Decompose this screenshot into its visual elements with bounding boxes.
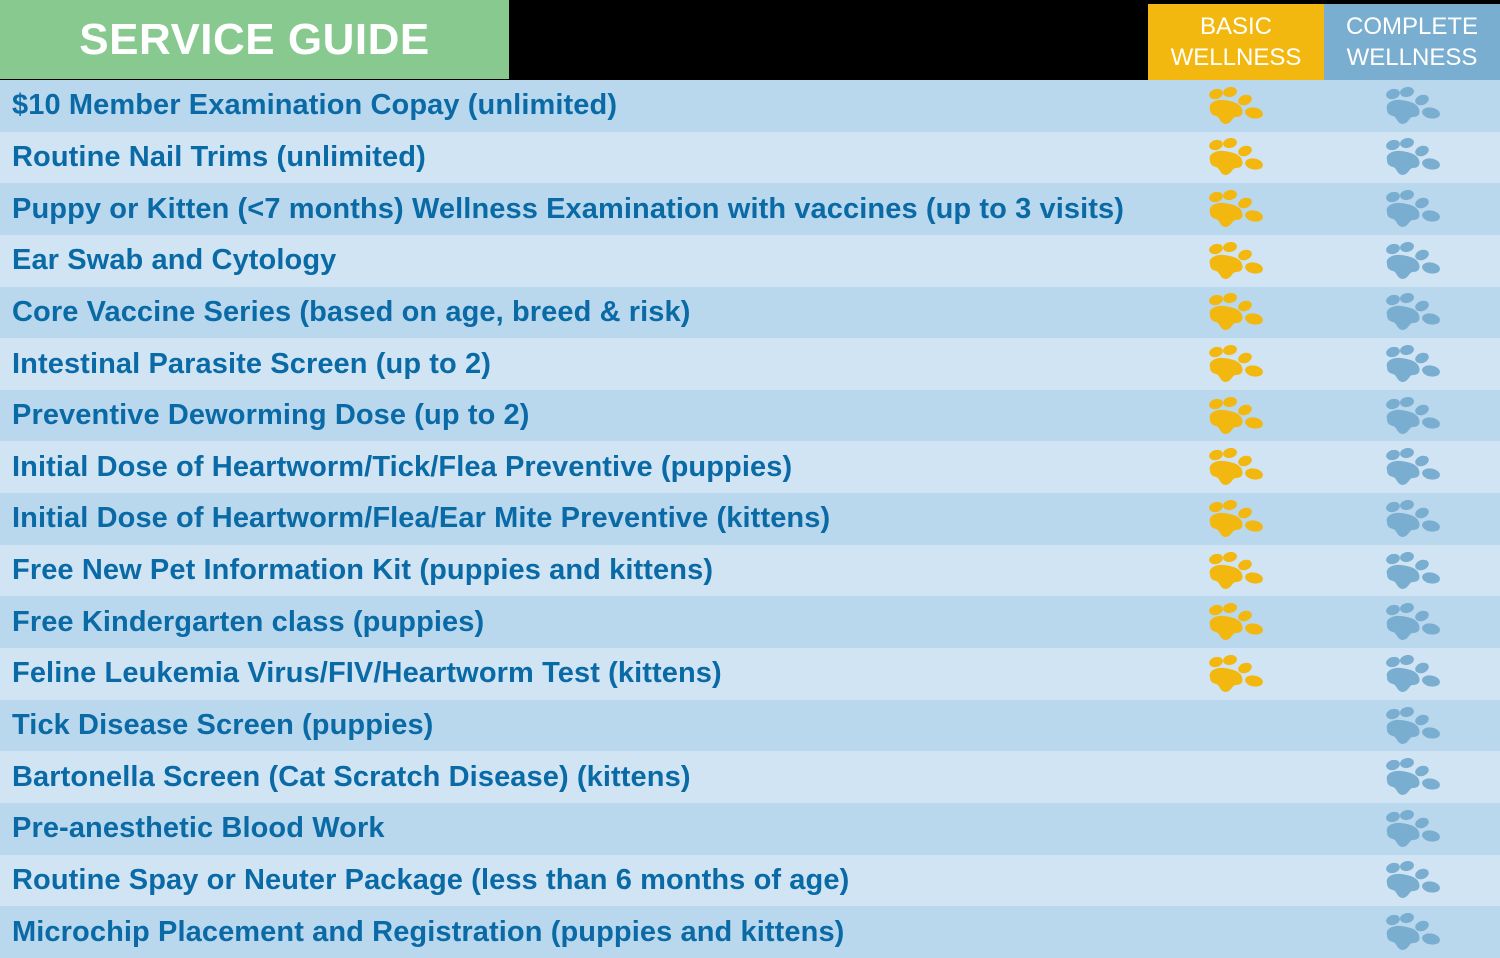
page-title: SERVICE GUIDE	[79, 14, 430, 64]
table-row: Free New Pet Information Kit (puppies an…	[0, 544, 1500, 597]
paw-print-icon	[1383, 706, 1441, 745]
paw-print-icon	[1206, 86, 1264, 125]
column-header-line: WELLNESS	[1346, 44, 1478, 71]
paw-print-icon	[1383, 448, 1441, 486]
service-label: Microchip Placement and Registration (pu…	[12, 915, 845, 948]
table-header: SERVICE GUIDE BASIC WELLNESS COMPLETE WE…	[0, 0, 1500, 80]
paw-print-icon	[1206, 190, 1264, 228]
table-row: Routine Spay or Neuter Package (less tha…	[0, 854, 1500, 907]
paw-print-icon	[1383, 551, 1441, 590]
paw-print-icon	[1383, 293, 1441, 331]
table-row: Routine Nail Trims (unlimited)	[0, 131, 1500, 184]
service-label: Preventive Deworming Dose (up to 2)	[12, 399, 530, 432]
service-label: Initial Dose of Heartworm/Tick/Flea Prev…	[12, 450, 793, 483]
paw-print-icon	[1383, 499, 1441, 538]
service-label: Free New Pet Information Kit (puppies an…	[12, 554, 714, 587]
table-row: Preventive Deworming Dose (up to 2)	[0, 389, 1500, 442]
column-header-line: COMPLETE	[1345, 13, 1479, 40]
table-row: $10 Member Examination Copay (unlimited)	[0, 80, 1500, 132]
paw-print-icon	[1206, 551, 1264, 590]
service-label: Free Kindergarten class (puppies)	[12, 605, 485, 638]
paw-print-icon	[1206, 654, 1264, 693]
paw-print-icon	[1383, 912, 1441, 951]
paw-print-icon	[1206, 396, 1264, 435]
service-label: Ear Swab and Cytology	[12, 244, 337, 277]
table-row: Feline Leukemia Virus/FIV/Heartworm Test…	[0, 648, 1500, 700]
paw-print-icon	[1206, 293, 1264, 331]
table-row: Tick Disease Screen (puppies)	[0, 699, 1500, 752]
table-row: Microchip Placement and Registration (pu…	[0, 906, 1500, 958]
service-label: Core Vaccine Series (based on age, breed…	[12, 295, 691, 328]
paw-print-icon	[1383, 190, 1441, 228]
paw-print-icon	[1206, 499, 1264, 538]
paw-print-icon	[1383, 758, 1441, 796]
paw-print-icon	[1206, 448, 1264, 486]
paw-print-icon	[1383, 809, 1441, 848]
paw-print-icon	[1383, 654, 1441, 693]
table-row: Initial Dose of Heartworm/Tick/Flea Prev…	[0, 441, 1500, 494]
table-row: Initial Dose of Heartworm/Flea/Ear Mite …	[0, 493, 1500, 545]
service-label: Intestinal Parasite Screen (up to 2)	[12, 347, 492, 380]
paw-print-icon	[1383, 138, 1441, 176]
service-table: $10 Member Examination Copay (unlimited)…	[0, 80, 1500, 958]
table-row: Ear Swab and Cytology	[0, 234, 1500, 287]
paw-print-icon	[1206, 241, 1264, 280]
service-label: Puppy or Kitten (<7 months) Wellness Exa…	[12, 192, 1124, 225]
table-row: Puppy or Kitten (<7 months) Wellness Exa…	[0, 183, 1500, 235]
paw-print-icon	[1383, 86, 1441, 125]
paw-print-icon	[1383, 861, 1441, 899]
service-label: Routine Nail Trims (unlimited)	[12, 140, 426, 173]
column-header-line: BASIC	[1199, 13, 1273, 40]
paw-print-icon	[1383, 396, 1441, 435]
service-label: Routine Spay or Neuter Package (less tha…	[12, 863, 850, 896]
service-label: Initial Dose of Heartworm/Flea/Ear Mite …	[12, 502, 831, 535]
paw-print-icon	[1206, 138, 1264, 176]
service-label: Pre-anesthetic Blood Work	[12, 812, 385, 845]
column-header-line: WELLNESS	[1170, 44, 1302, 71]
service-label: Tick Disease Screen (puppies)	[12, 709, 434, 741]
service-label: Bartonella Screen (Cat Scratch Disease) …	[12, 760, 691, 793]
paw-print-icon	[1383, 344, 1441, 383]
paw-print-icon	[1206, 344, 1264, 383]
table-row: Intestinal Parasite Screen (up to 2)	[0, 338, 1500, 390]
title-banner: SERVICE GUIDE	[0, 0, 509, 79]
paw-print-icon	[1383, 241, 1441, 280]
table-row: Pre-anesthetic Blood Work	[0, 802, 1500, 855]
service-label: Feline Leukemia Virus/FIV/Heartworm Test…	[12, 657, 722, 690]
paw-print-icon	[1206, 603, 1264, 641]
table-row: Free Kindergarten class (puppies)	[0, 596, 1500, 649]
table-row: Bartonella Screen (Cat Scratch Disease) …	[0, 751, 1500, 803]
table-row: Core Vaccine Series (based on age, breed…	[0, 286, 1500, 339]
service-label: $10 Member Examination Copay (unlimited)	[12, 89, 618, 122]
column-header-basic-wellness: BASIC WELLNESS	[1148, 4, 1324, 80]
paw-print-icon	[1383, 603, 1441, 641]
column-header-complete-wellness: COMPLETE WELLNESS	[1324, 4, 1500, 80]
